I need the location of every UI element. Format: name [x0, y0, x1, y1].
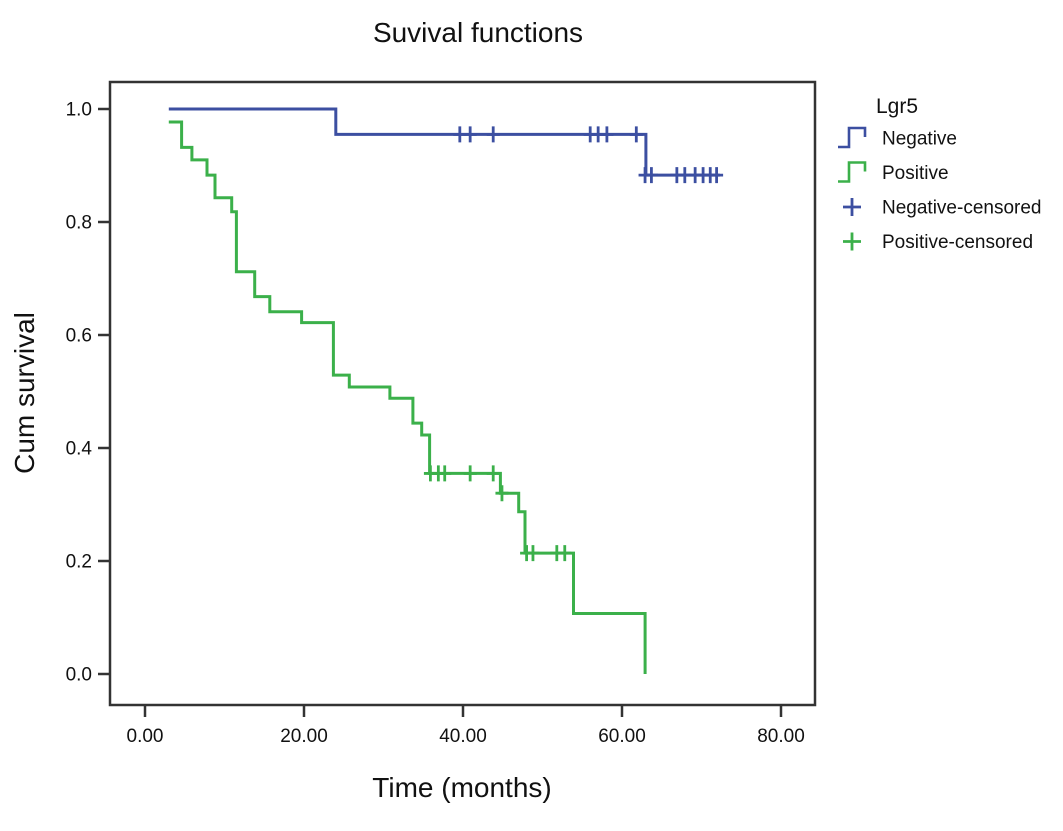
- y-axis-title: Cum survival: [9, 312, 40, 474]
- legend-step-glyph: [838, 161, 867, 183]
- legend: Lgr5 Negative Positive Negative-censored Po…: [838, 95, 1041, 253]
- x-tick-label: 0.00: [127, 726, 164, 747]
- legend-item-label: Positive-censored: [882, 232, 1033, 253]
- legend-item-label: Positive: [882, 163, 949, 184]
- x-axis-title: Time (months): [372, 772, 551, 803]
- censor-mark-positive: [558, 545, 572, 562]
- y-tick-label: 0.8: [66, 213, 92, 234]
- y-tick-label: 0.6: [66, 326, 92, 347]
- y-tick-label: 0.4: [66, 439, 93, 460]
- censor-mark-negative: [486, 126, 500, 143]
- x-tick-label: 40.00: [439, 726, 487, 747]
- censor-mark-negative: [600, 126, 614, 143]
- x-tick-label: 60.00: [598, 726, 646, 747]
- legend-title: Lgr5: [876, 95, 918, 118]
- censor-mark-negative: [629, 126, 643, 143]
- censor-mark-positive: [526, 545, 540, 562]
- y-tick-label: 1.0: [66, 100, 92, 121]
- censor-mark-negative: [463, 126, 477, 143]
- legend-item-negative-censored: Negative-censored: [843, 198, 1041, 219]
- legend-item-positive-censored: Positive-censored: [843, 232, 1033, 253]
- legend-plus-glyph: [843, 232, 861, 251]
- x-tick-label: 20.00: [280, 726, 328, 747]
- series-curves: [168, 107, 720, 674]
- censor-mark-positive: [463, 465, 477, 482]
- censor-mark-negative: [710, 167, 724, 184]
- survival-curve-positive: [168, 120, 647, 674]
- censor-marks: [423, 126, 724, 562]
- legend-item-negative: Negative: [838, 126, 957, 150]
- chart-title: Suvival functions: [373, 17, 583, 48]
- legend-item-label: Negative: [882, 129, 957, 150]
- x-axis: 0.00 20.00 40.00 60.00 80.00: [127, 705, 805, 747]
- legend-plus-glyph: [843, 198, 861, 216]
- x-tick-label: 80.00: [757, 726, 805, 747]
- legend-step-glyph: [838, 126, 867, 149]
- legend-items: Negative Positive Negative-censored Positiv…: [838, 126, 1041, 253]
- censor-mark-positive: [438, 465, 452, 482]
- y-axis: 0.0 0.2 0.4 0.6 0.8 1.0: [66, 100, 110, 686]
- y-tick-label: 0.0: [66, 665, 92, 686]
- legend-item-positive: Positive: [838, 161, 949, 184]
- legend-item-label: Negative-censored: [882, 198, 1041, 219]
- censor-mark-positive: [486, 465, 500, 482]
- censor-mark-negative: [644, 167, 658, 184]
- censor-mark-positive: [495, 485, 509, 502]
- y-tick-label: 0.2: [66, 552, 92, 573]
